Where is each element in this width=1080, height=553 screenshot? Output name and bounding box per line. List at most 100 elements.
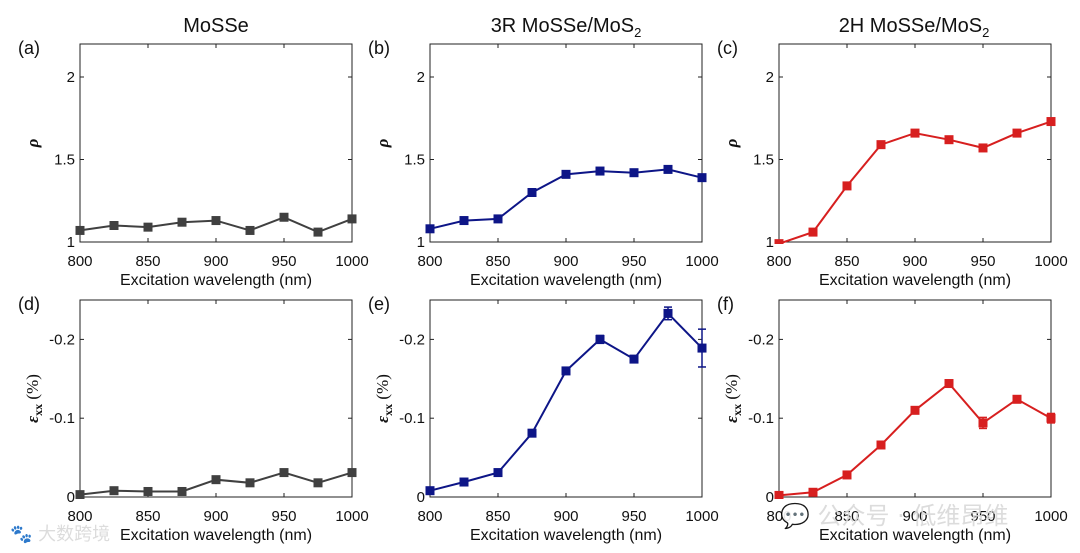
y-tick-label: -0.1 bbox=[49, 410, 75, 427]
y-axis-label: εxx (%) bbox=[23, 374, 45, 423]
data-point bbox=[245, 225, 255, 235]
y-axis-label: εxx (%) bbox=[373, 374, 395, 423]
watermark-logo-icon: 🐾 bbox=[10, 524, 39, 545]
y-axis-label: ρ bbox=[23, 138, 42, 148]
plot-frame bbox=[79, 43, 353, 243]
x-tick-label: 850 bbox=[135, 508, 160, 525]
data-point bbox=[774, 239, 784, 244]
plot-frame bbox=[79, 299, 353, 498]
y-tick-label: 0 bbox=[417, 489, 425, 506]
wechat-icon: 💬 bbox=[780, 502, 818, 530]
y-tick-label: 1.5 bbox=[753, 152, 774, 169]
y-axis-subscript: xx bbox=[730, 404, 744, 416]
data-point bbox=[842, 470, 852, 480]
x-tick-label: 1000 bbox=[685, 508, 718, 525]
x-tick-label: 850 bbox=[834, 508, 859, 525]
data-point bbox=[629, 354, 639, 364]
y-tick-label: 2 bbox=[766, 69, 774, 86]
data-point bbox=[629, 168, 639, 178]
watermark-left: 🐾 大数跨境 bbox=[10, 524, 111, 545]
data-point bbox=[347, 214, 357, 224]
x-tick-label: 1000 bbox=[335, 508, 368, 525]
data-point bbox=[143, 222, 153, 232]
data-point bbox=[109, 486, 119, 496]
y-axis-symbol: ρ bbox=[23, 138, 42, 148]
data-point bbox=[808, 227, 818, 237]
panel-letter: (c) bbox=[717, 38, 738, 58]
data-point bbox=[527, 188, 537, 197]
y-axis-unit: (%) bbox=[23, 374, 42, 404]
y-tick-label: 1 bbox=[417, 234, 425, 251]
data-point bbox=[561, 366, 571, 376]
x-tick-label: 900 bbox=[203, 508, 228, 525]
data-point bbox=[143, 486, 153, 496]
y-tick-label: -0.2 bbox=[748, 331, 774, 348]
x-tick-label: 900 bbox=[902, 508, 927, 525]
column-title-mosse: MoSSe bbox=[183, 15, 249, 37]
y-tick-label: -0.2 bbox=[399, 331, 425, 348]
x-tick-label: 900 bbox=[553, 508, 578, 525]
column-title-3r: 3R MoSSe/MoS2 bbox=[491, 15, 642, 40]
y-axis-unit: (%) bbox=[373, 374, 392, 404]
x-tick-label: 1000 bbox=[685, 253, 718, 270]
data-point bbox=[663, 164, 673, 174]
series-line bbox=[778, 120, 1052, 244]
x-tick-label: 950 bbox=[621, 508, 646, 525]
data-point bbox=[177, 217, 187, 227]
data-point bbox=[347, 468, 357, 478]
data-point bbox=[245, 478, 255, 488]
panel-a: 800 850 900 950 1000 1 1.5 2 Excitation waveleng… bbox=[18, 38, 369, 289]
x-tick-label: 800 bbox=[766, 508, 791, 525]
data-point bbox=[1046, 413, 1056, 423]
plot-frame bbox=[778, 299, 1052, 498]
x-axis-label: Excitation wavelength (nm) bbox=[120, 527, 312, 544]
data-point bbox=[1046, 117, 1056, 127]
data-point bbox=[697, 343, 707, 353]
y-axis-label: εxx (%) bbox=[722, 374, 744, 423]
data-point bbox=[876, 440, 886, 450]
data-point bbox=[595, 166, 605, 176]
panel-e: 800 850 900 950 1000 0 -0.1 -0.2 Excitation wave… bbox=[368, 294, 719, 544]
plot-frame bbox=[429, 299, 703, 498]
data-point bbox=[978, 418, 988, 428]
y-axis-subscript: xx bbox=[381, 404, 395, 416]
data-point bbox=[561, 169, 571, 179]
y-axis-subscript: xx bbox=[31, 404, 45, 416]
data-point bbox=[459, 477, 469, 487]
data-layer bbox=[75, 468, 357, 499]
y-tick-label: 1.5 bbox=[54, 152, 75, 169]
data-point bbox=[910, 405, 920, 415]
x-tick-label: 800 bbox=[417, 508, 442, 525]
x-tick-label: 850 bbox=[485, 508, 510, 525]
data-point bbox=[697, 173, 707, 183]
y-axis-label: ρ bbox=[722, 138, 741, 148]
column-title-2h: 2H MoSSe/MoS2 bbox=[839, 15, 990, 40]
y-tick-label: -0.2 bbox=[49, 331, 75, 348]
y-tick-label: -0.1 bbox=[399, 410, 425, 427]
data-point bbox=[527, 428, 537, 438]
y-tick-label: 2 bbox=[67, 69, 75, 86]
data-point bbox=[279, 212, 289, 222]
y-axis-symbol: ρ bbox=[373, 138, 392, 148]
y-tick-label: -0.1 bbox=[748, 410, 774, 427]
x-axis-label: Excitation wavelength (nm) bbox=[470, 272, 662, 289]
x-tick-label: 850 bbox=[485, 253, 510, 270]
data-point bbox=[493, 468, 503, 478]
data-point bbox=[211, 475, 221, 485]
panel-letter: (b) bbox=[368, 38, 390, 58]
panel-letter: (a) bbox=[18, 38, 40, 58]
panel-b: 800 850 900 950 1000 1 1.5 2 Excitation waveleng… bbox=[368, 38, 719, 289]
x-tick-label: 950 bbox=[970, 508, 995, 525]
x-tick-label: 800 bbox=[67, 508, 92, 525]
y-tick-label: 0 bbox=[766, 489, 774, 506]
data-point bbox=[75, 490, 85, 499]
data-layer bbox=[425, 164, 707, 234]
data-point bbox=[910, 128, 920, 138]
panel-letter: (e) bbox=[368, 294, 390, 314]
x-tick-label: 950 bbox=[621, 253, 646, 270]
x-tick-label: 1000 bbox=[1034, 253, 1067, 270]
x-tick-label: 800 bbox=[766, 253, 791, 270]
x-tick-label: 1000 bbox=[1034, 508, 1067, 525]
y-axis-unit: (%) bbox=[722, 374, 741, 404]
x-tick-label: 850 bbox=[135, 253, 160, 270]
